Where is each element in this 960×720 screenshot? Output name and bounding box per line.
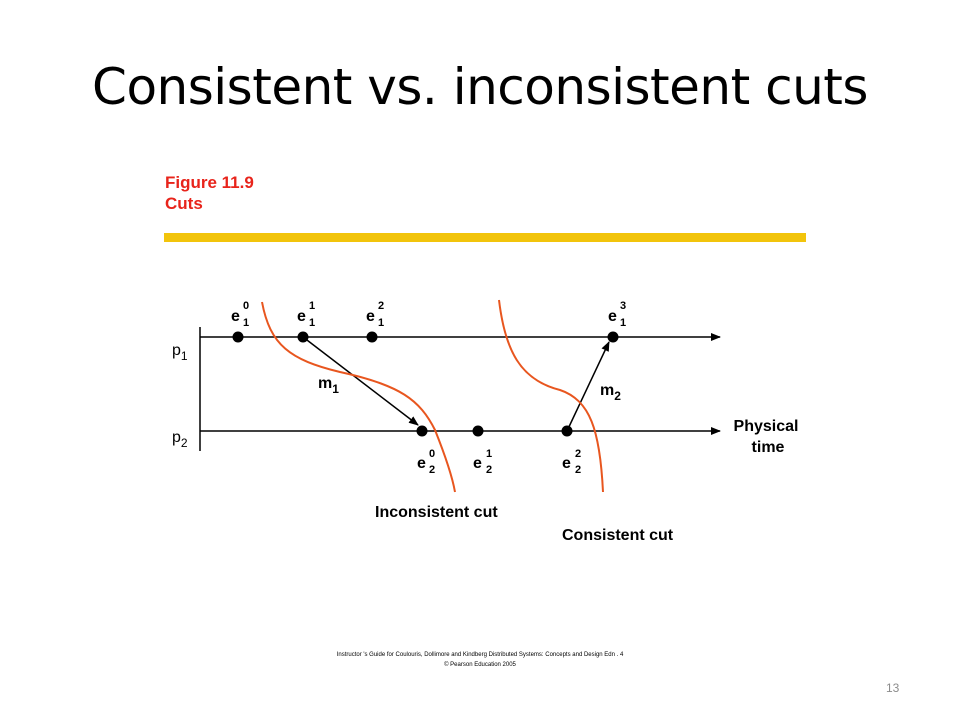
svg-text:1: 1 xyxy=(309,317,315,329)
time-axis-label-line2: time xyxy=(752,439,785,456)
process-label-p1: p1 xyxy=(172,342,188,363)
svg-text:2: 2 xyxy=(575,464,581,476)
svg-text:2: 2 xyxy=(378,300,384,312)
svg-text:e: e xyxy=(608,308,617,325)
svg-text:e: e xyxy=(562,455,571,472)
slide-title: Consistent vs. inconsistent cuts xyxy=(92,58,868,116)
process-label-p2: p2 xyxy=(172,429,188,450)
time-axis-label-line1: Physical xyxy=(734,418,799,435)
credit-line: Instructor 's Guide for Coulouris, Dolli… xyxy=(336,652,624,658)
page-number: 13 xyxy=(886,681,900,695)
svg-text:1: 1 xyxy=(243,317,249,329)
svg-text:1: 1 xyxy=(378,317,384,329)
svg-text:2: 2 xyxy=(575,448,581,460)
svg-text:2: 2 xyxy=(486,464,492,476)
event-dot-e2-2 xyxy=(561,425,573,437)
event-label-e2-1: e 1 2 xyxy=(473,448,492,476)
svg-text:e: e xyxy=(231,308,240,325)
event-dot-e2-1 xyxy=(472,425,484,437)
event-dot-e2-0 xyxy=(416,425,428,437)
figure-name: Cuts xyxy=(165,194,203,213)
svg-text:1: 1 xyxy=(620,317,626,329)
svg-text:e: e xyxy=(417,455,426,472)
message-label-m1: m1 xyxy=(318,375,339,396)
svg-text:0: 0 xyxy=(243,300,249,312)
figure-divider-bar xyxy=(164,233,806,242)
consistent-cut-curve xyxy=(498,299,604,493)
event-label-e2-0: e 0 2 xyxy=(417,448,435,476)
svg-text:0: 0 xyxy=(429,448,435,460)
event-dot-e1-3 xyxy=(607,331,619,343)
copyright-line: © Pearson Education 2005 xyxy=(444,662,516,668)
svg-text:e: e xyxy=(473,455,482,472)
svg-text:2: 2 xyxy=(429,464,435,476)
event-label-e1-1: e 1 1 xyxy=(297,300,315,329)
figure-number: Figure 11.9 xyxy=(165,173,254,192)
svg-text:e: e xyxy=(297,308,306,325)
event-label-e1-3: e 3 1 xyxy=(608,300,626,329)
svg-text:e: e xyxy=(366,308,375,325)
svg-text:1: 1 xyxy=(486,448,492,460)
event-dot-e1-0 xyxy=(232,331,244,343)
inconsistent-cut-curve xyxy=(261,301,456,493)
message-label-m2: m2 xyxy=(600,382,621,403)
event-label-e1-2: e 2 1 xyxy=(366,300,384,329)
consistent-cut-label: Consistent cut xyxy=(562,527,674,544)
event-label-e1-0: e 0 1 xyxy=(231,300,249,329)
svg-text:3: 3 xyxy=(620,300,626,312)
inconsistent-cut-label: Inconsistent cut xyxy=(375,504,498,521)
event-dot-e1-1 xyxy=(297,331,309,343)
event-label-e2-2: e 2 2 xyxy=(562,448,581,476)
message-m1-arrow xyxy=(302,336,419,426)
event-dot-e1-2 xyxy=(366,331,378,343)
svg-text:1: 1 xyxy=(309,300,315,312)
message-m2-arrow xyxy=(566,341,610,432)
